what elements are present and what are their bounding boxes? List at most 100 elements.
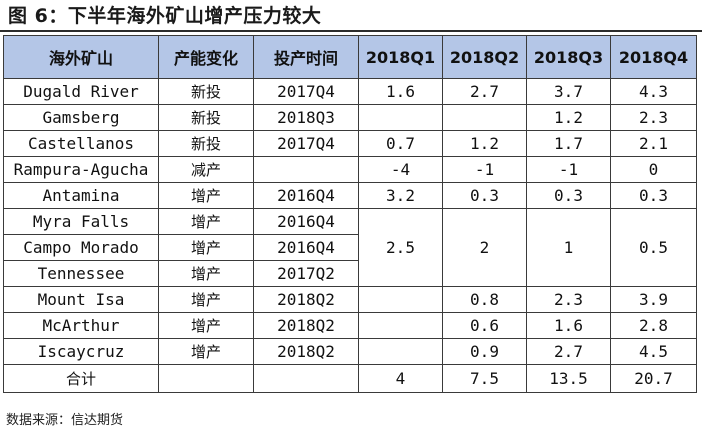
capacity-change: 增产: [158, 286, 254, 313]
value-2018q1: [358, 104, 443, 131]
mine-name: Campo Morado: [3, 234, 159, 261]
value-2018q4: 4.3: [610, 78, 697, 105]
table-row: Dugald River 新投 2017Q4 1.6 2.7 3.7 4.3: [3, 78, 697, 105]
mine-name: Rampura-Agucha: [3, 156, 159, 183]
value-2018q2: 0.6: [442, 312, 527, 339]
header-2018q3: 2018Q3: [526, 35, 611, 79]
mine-name: Tennessee: [3, 260, 159, 287]
value-2018q4: 2.8: [610, 312, 697, 339]
value-2018q4: 3.9: [610, 286, 697, 313]
start-time: 2017Q4: [253, 130, 359, 157]
table-row: Castellanos 新投 2017Q4 0.7 1.2 1.7 2.1: [3, 130, 697, 157]
header-capacity-change: 产能变化: [158, 35, 254, 79]
value-2018q1: -4: [358, 156, 443, 183]
value-2018q2: 0.3: [442, 182, 527, 209]
value-2018q3: -1: [526, 156, 611, 183]
total-2018q1: 4: [358, 364, 443, 393]
mine-name: Myra Falls: [3, 208, 159, 235]
capacity-change: 增产: [158, 260, 254, 287]
capacity-change: 新投: [158, 78, 254, 105]
value-2018q3: 2.3: [526, 286, 611, 313]
title-underline: [0, 30, 702, 32]
header-2018q1: 2018Q1: [358, 35, 443, 79]
capacity-change: 新投: [158, 104, 254, 131]
total-start: [253, 364, 359, 393]
value-2018q1: [358, 338, 443, 365]
table-row: Gamsberg 新投 2018Q3 1.2 2.3: [3, 104, 697, 131]
start-time: 2016Q4: [253, 208, 359, 235]
mine-name: Mount Isa: [3, 286, 159, 313]
table-header-row: 海外矿山 产能变化 投产时间 2018Q1 2018Q2 2018Q3 2018…: [3, 35, 697, 79]
table-row: McArthur 增产 2018Q2 0.6 1.6 2.8: [3, 312, 697, 339]
value-2018q1: [358, 286, 443, 313]
value-2018q3: 0.3: [526, 182, 611, 209]
total-2018q3: 13.5: [526, 364, 611, 393]
total-2018q4: 20.7: [610, 364, 697, 393]
value-2018q2-merged: 2: [442, 208, 527, 287]
figure-title: 图 6：下半年海外矿山增产压力较大: [8, 5, 322, 27]
value-2018q2: 0.8: [442, 286, 527, 313]
start-time: 2017Q4: [253, 78, 359, 105]
table-row: Antamina 增产 2016Q4 3.2 0.3 0.3 0.3: [3, 182, 697, 209]
table-row: Campo Morado 增产 2016Q4: [3, 234, 697, 261]
data-source-note: 数据来源：信达期货: [6, 413, 124, 428]
value-2018q1-merged: 2.5: [358, 208, 443, 287]
start-time: 2018Q3: [253, 104, 359, 131]
start-time: 2018Q2: [253, 312, 359, 339]
total-label: 合计: [3, 364, 159, 393]
value-2018q1: 3.2: [358, 182, 443, 209]
value-2018q1: 0.7: [358, 130, 443, 157]
table-row: Iscaycruz 增产 2018Q2 0.9 2.7 4.5: [3, 338, 697, 365]
start-time: 2016Q4: [253, 234, 359, 261]
mine-name: Dugald River: [3, 78, 159, 105]
header-2018q2: 2018Q2: [442, 35, 527, 79]
value-2018q2: 1.2: [442, 130, 527, 157]
capacity-change: 增产: [158, 338, 254, 365]
total-row: 合计 4 7.5 13.5 20.7: [3, 364, 697, 393]
value-2018q4: 2.1: [610, 130, 697, 157]
header-mine: 海外矿山: [3, 35, 159, 79]
capacity-change: 增产: [158, 234, 254, 261]
value-2018q3: 2.7: [526, 338, 611, 365]
start-time: 2017Q2: [253, 260, 359, 287]
mine-name: Antamina: [3, 182, 159, 209]
value-2018q4: 2.3: [610, 104, 697, 131]
mine-name: Iscaycruz: [3, 338, 159, 365]
value-2018q3: 1.2: [526, 104, 611, 131]
value-2018q3: 1.7: [526, 130, 611, 157]
start-time: [253, 156, 359, 183]
value-2018q4-merged: 0.5: [610, 208, 697, 287]
value-2018q2: [442, 104, 527, 131]
header-start-time: 投产时间: [253, 35, 359, 79]
value-2018q4: 4.5: [610, 338, 697, 365]
capacity-change: 增产: [158, 208, 254, 235]
value-2018q1: [358, 312, 443, 339]
total-2018q2: 7.5: [442, 364, 527, 393]
value-2018q2: -1: [442, 156, 527, 183]
table-row: Myra Falls 增产 2016Q4 2.5 2 1 0.5: [3, 208, 697, 287]
value-2018q4: 0.3: [610, 182, 697, 209]
total-change: [158, 364, 254, 393]
value-2018q3-merged: 1: [526, 208, 611, 287]
capacity-change: 增产: [158, 182, 254, 209]
value-2018q1: 1.6: [358, 78, 443, 105]
value-2018q3: 1.6: [526, 312, 611, 339]
mine-name: Gamsberg: [3, 104, 159, 131]
mine-name: Castellanos: [3, 130, 159, 157]
mine-name: McArthur: [3, 312, 159, 339]
value-2018q3: 3.7: [526, 78, 611, 105]
table-row: Tennessee 增产 2017Q2: [3, 260, 697, 287]
start-time: 2016Q4: [253, 182, 359, 209]
table-row: Mount Isa 增产 2018Q2 0.8 2.3 3.9: [3, 286, 697, 313]
capacity-change: 新投: [158, 130, 254, 157]
start-time: 2018Q2: [253, 286, 359, 313]
table-row: Rampura-Agucha 减产 -4 -1 -1 0: [3, 156, 697, 183]
value-2018q2: 0.9: [442, 338, 527, 365]
value-2018q2: 2.7: [442, 78, 527, 105]
value-2018q4: 0: [610, 156, 697, 183]
capacity-change: 增产: [158, 312, 254, 339]
capacity-change: 减产: [158, 156, 254, 183]
mine-production-table: 海外矿山 产能变化 投产时间 2018Q1 2018Q2 2018Q3 2018…: [3, 35, 697, 393]
start-time: 2018Q2: [253, 338, 359, 365]
header-2018q4: 2018Q4: [610, 35, 697, 79]
